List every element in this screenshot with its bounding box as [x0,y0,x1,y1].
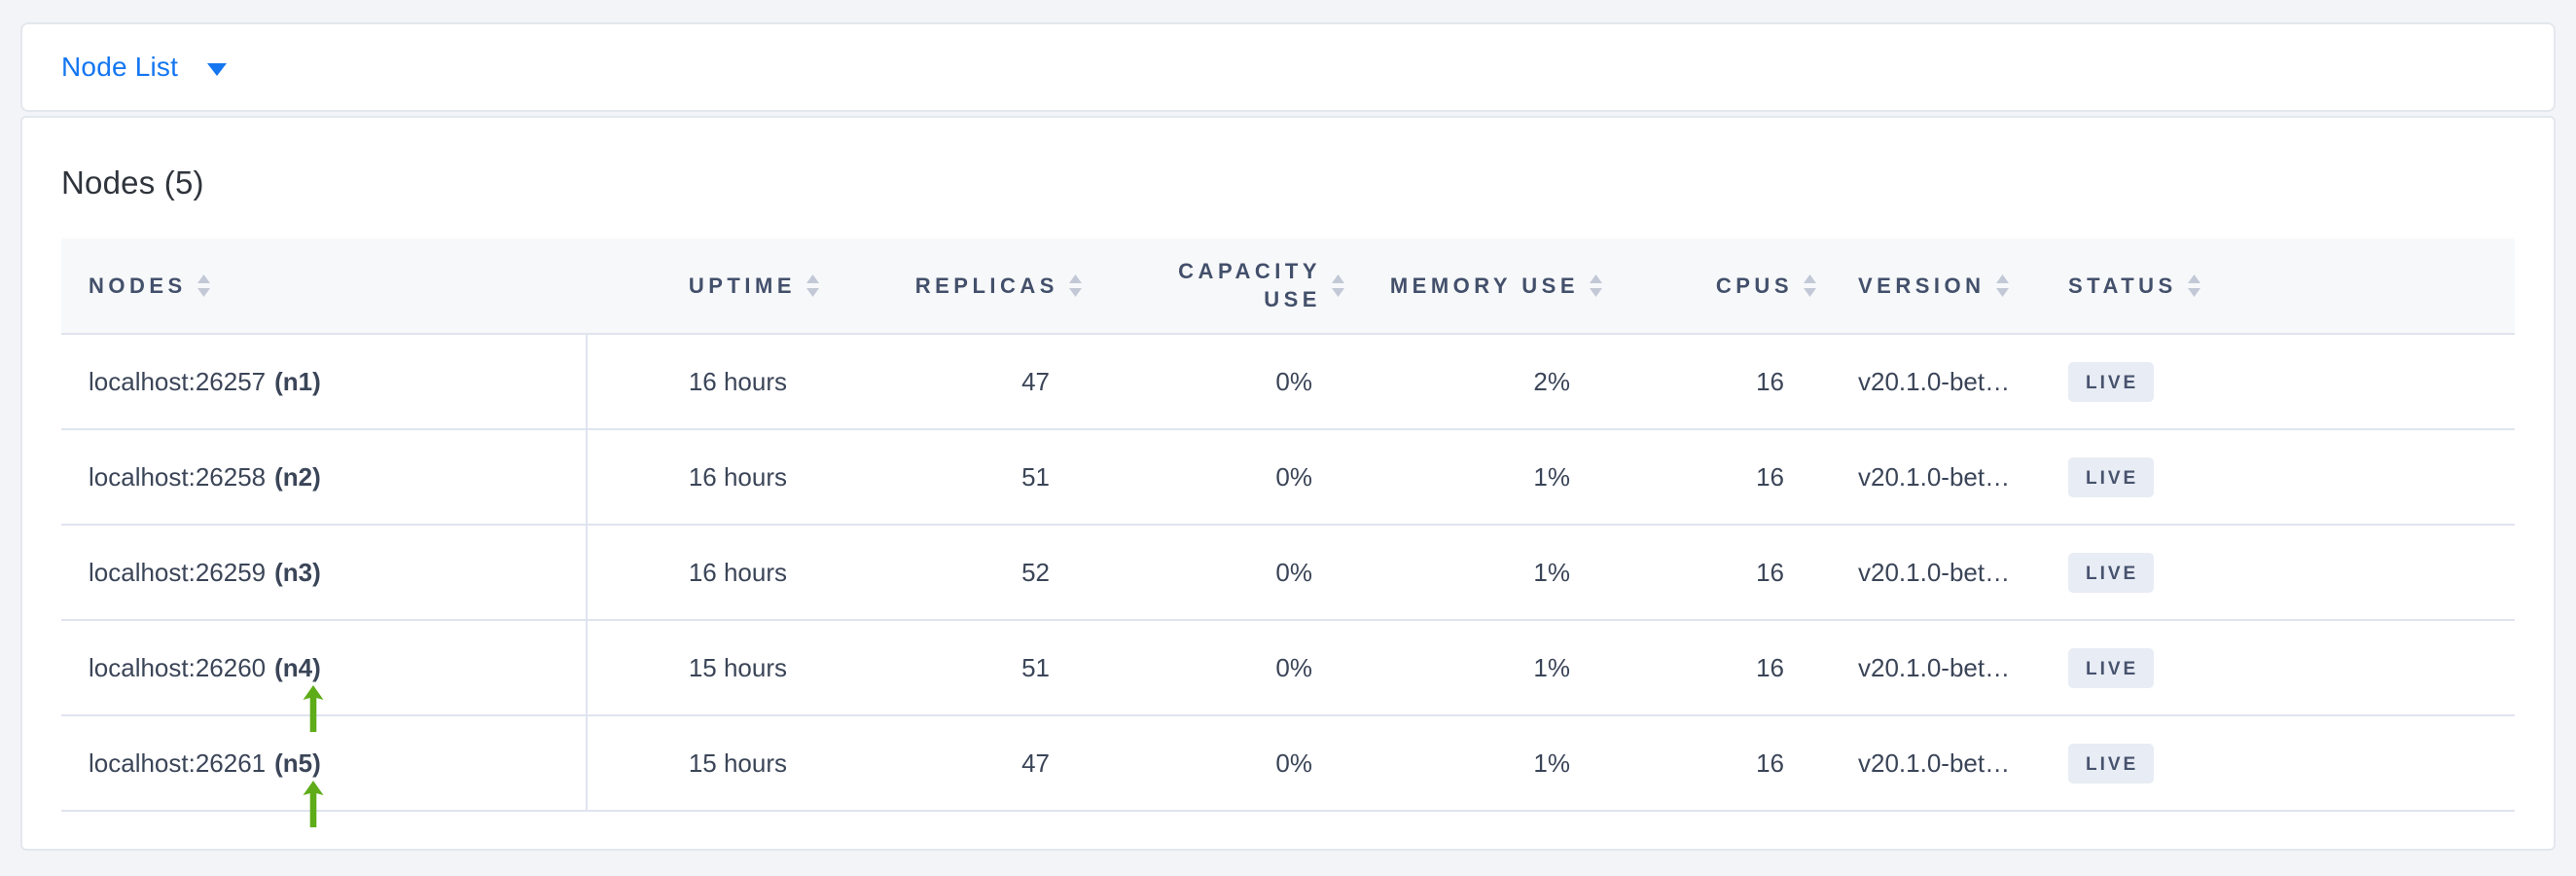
view-selector-dropdown[interactable]: Node List [61,52,228,83]
uptime-cell: 15 hours [587,715,820,812]
memory-use-cell: 2% [1345,334,1603,430]
node-id: (n4) [274,652,321,682]
column-header-uptime[interactable]: UPTIME [587,238,820,335]
cpus-cell: 16 [1603,620,1817,716]
uptime-cell: 16 hours [587,334,820,430]
cpus-cell: 16 [1603,525,1817,621]
version-cell: v20.1.0-bet… [1817,715,2041,812]
column-header-cpus[interactable]: CPUS [1603,238,1817,335]
node-id: (n5) [274,748,321,778]
version-cell: v20.1.0-bet… [1817,620,2041,716]
capacity-use-cell: 0% [1083,525,1345,621]
replicas-cell: 47 [820,334,1083,430]
column-header-version[interactable]: VERSION [1817,238,2041,335]
sort-icon[interactable] [1803,274,1817,297]
replicas-cell: 51 [820,429,1083,526]
column-header-memory-use[interactable]: MEMORY USE [1345,238,1603,335]
table-row[interactable]: localhost:26259 (n3) 16 hours 52 0% 1% 16… [61,525,2515,621]
column-header-status[interactable]: STATUS [2041,238,2515,335]
status-badge: LIVE [2068,552,2155,593]
table-row[interactable]: localhost:26258 (n2) 16 hours 51 0% 1% 16… [61,429,2515,526]
cpus-cell: 16 [1603,429,1817,526]
view-selector-bar: Node List [20,22,2556,112]
replicas-cell: 52 [820,525,1083,621]
uptime-cell: 16 hours [587,525,820,621]
node-address: localhost:26260 [89,652,267,682]
cpus-cell: 16 [1603,715,1817,812]
column-header-replicas[interactable]: REPLICAS [820,238,1083,335]
version-cell: v20.1.0-bet… [1817,525,2041,621]
node-address: localhost:26258 [89,461,267,492]
uptime-cell: 16 hours [587,429,820,526]
capacity-use-cell: 0% [1083,715,1345,812]
sort-icon[interactable] [2187,274,2201,297]
page-title: Nodes (5) [61,164,204,201]
column-header-capacity-use[interactable]: CAPACITY USE [1083,238,1345,335]
memory-use-cell: 1% [1345,429,1603,526]
version-cell: v20.1.0-bet… [1817,334,2041,430]
node-id: (n1) [274,366,321,396]
uptime-cell: 15 hours [587,620,820,716]
replicas-cell: 51 [820,620,1083,716]
sort-icon[interactable] [1068,274,1083,297]
sort-icon[interactable] [1995,274,2010,297]
capacity-use-cell: 0% [1083,620,1345,716]
status-badge: LIVE [2068,361,2155,402]
node-address: localhost:26261 [89,748,267,778]
capacity-use-cell: 0% [1083,334,1345,430]
sort-icon[interactable] [1589,274,1603,297]
status-badge: LIVE [2068,647,2155,688]
table-row[interactable]: localhost:26261 (n5) 15 hours 47 0% 1% 16… [61,715,2515,812]
node-address: localhost:26257 [89,366,267,396]
status-badge: LIVE [2068,743,2155,784]
sort-icon[interactable] [805,274,820,297]
replicas-cell: 47 [820,715,1083,812]
status-badge: LIVE [2068,456,2155,497]
cpus-cell: 16 [1603,334,1817,430]
node-id: (n2) [274,461,321,492]
version-cell: v20.1.0-bet… [1817,429,2041,526]
sort-icon[interactable] [197,274,211,297]
memory-use-cell: 1% [1345,715,1603,812]
memory-use-cell: 1% [1345,620,1603,716]
capacity-use-cell: 0% [1083,429,1345,526]
node-id: (n3) [274,557,321,587]
memory-use-cell: 1% [1345,525,1603,621]
view-selector-label: Node List [61,52,179,82]
table-row[interactable]: localhost:26260 (n4) 15 hours 51 0% 1% 16… [61,620,2515,716]
chevron-down-icon [207,62,228,76]
table-header-row: NODES UPTIME REPLICAS [61,238,2515,335]
nodes-panel: Nodes (5) NODES UPTIME [20,116,2556,851]
node-address: localhost:26259 [89,557,267,587]
column-header-nodes[interactable]: NODES [61,238,587,335]
nodes-table: NODES UPTIME REPLICAS [61,238,2515,827]
table-row[interactable]: localhost:26257 (n1) 16 hours 47 0% 2% 16… [61,334,2515,430]
sort-icon[interactable] [1331,274,1345,297]
